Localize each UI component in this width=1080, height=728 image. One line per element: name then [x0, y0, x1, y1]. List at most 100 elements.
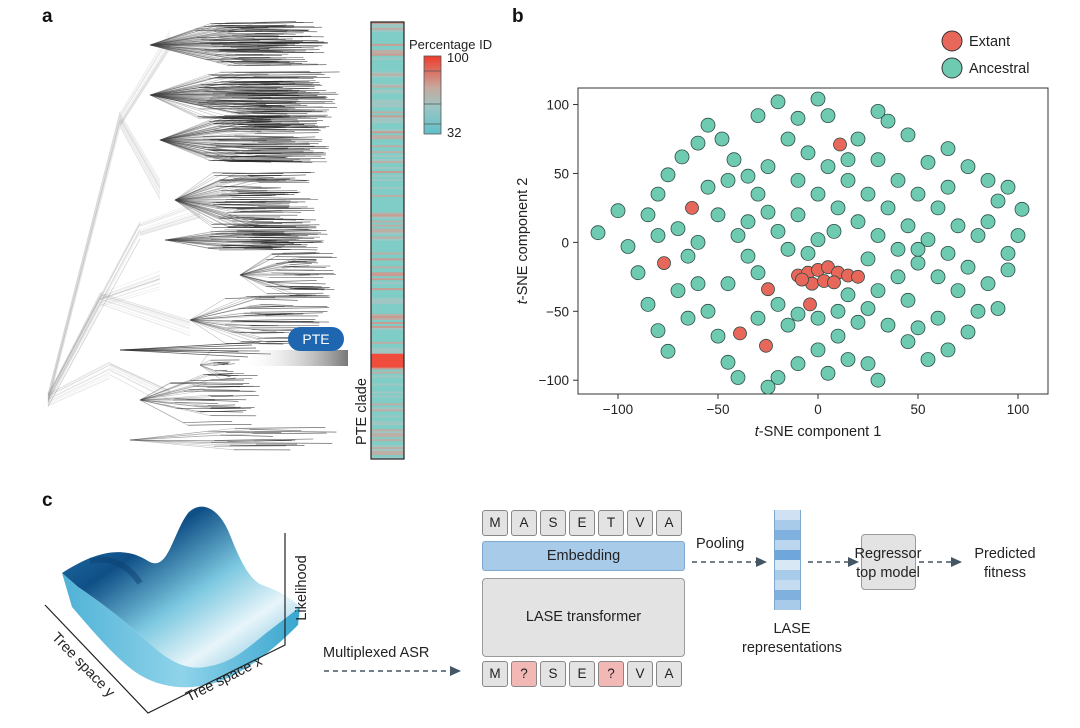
- ancestral-point: [650, 323, 666, 339]
- ancestral-point: [1010, 228, 1026, 243]
- ancestral-point: [674, 149, 690, 165]
- extant-point: [761, 282, 775, 297]
- ancestral-point: [820, 108, 836, 123]
- ancestral-point: [940, 179, 956, 195]
- amino-acid-token: E: [569, 661, 595, 687]
- ancestral-point: [870, 104, 886, 119]
- x-tick-label: −100: [603, 402, 633, 417]
- extant-point: [827, 275, 841, 290]
- ancestral-point: [750, 186, 766, 202]
- ancestral-point: [910, 255, 926, 271]
- ancestral-point: [726, 152, 742, 168]
- ancestral-point: [880, 200, 896, 216]
- amino-acid-token: V: [627, 510, 653, 536]
- regressor-block: [861, 534, 916, 590]
- legend-marker-extant: [941, 30, 963, 52]
- ancestral-point: [800, 145, 816, 161]
- legend-marker-ancestral: [941, 57, 963, 79]
- representation-cell: [774, 580, 801, 590]
- ancestral-point: [760, 159, 776, 175]
- ancestral-point: [1014, 201, 1030, 217]
- panel-label-c: c: [42, 490, 53, 511]
- arrow-pooling: [692, 557, 767, 567]
- ancestral-point: [830, 328, 846, 344]
- ancestral-point: [670, 283, 686, 299]
- phylogenetic-tree: [47, 21, 340, 451]
- ancestral-point: [850, 131, 866, 147]
- ancestral-point: [870, 283, 886, 299]
- ancestral-point: [980, 276, 996, 292]
- ancestral-point: [830, 303, 846, 319]
- representation-cell: [774, 540, 801, 550]
- likelihood-surface-figure: Likelihood Tree space x Tree space y: [44, 506, 310, 714]
- ancestral-point: [770, 370, 786, 385]
- ancestral-point: [910, 186, 926, 202]
- ancestral-point: [980, 214, 996, 230]
- y-tick-label: 100: [546, 98, 569, 113]
- ancestral-point: [820, 365, 836, 381]
- ancestral-point: [780, 241, 796, 257]
- y-tick-label: −50: [546, 304, 569, 319]
- ancestral-point: [660, 167, 676, 183]
- multiplexed-asr-label: Multiplexed ASR: [323, 645, 430, 661]
- ancestral-point: [880, 113, 896, 129]
- ancestral-point: [620, 239, 636, 254]
- representation-cell: [774, 520, 801, 530]
- colorbar: [423, 55, 442, 135]
- ancestral-point: [920, 232, 936, 248]
- y-tick-label: 0: [561, 235, 569, 250]
- amino-acid-token: M: [482, 661, 508, 687]
- ancestral-point: [790, 207, 806, 223]
- representation-cell: [774, 600, 801, 610]
- ancestral-point: [840, 287, 856, 303]
- ancestral-point: [750, 265, 766, 281]
- ancestral-point: [700, 179, 716, 195]
- ancestral-point: [850, 214, 866, 230]
- representation-cell: [774, 590, 801, 600]
- extant-point: [795, 272, 809, 287]
- ancestral-point: [940, 245, 956, 261]
- axes-frame: [44, 533, 286, 714]
- x-tick-label: 50: [910, 402, 925, 417]
- predicted-fitness-label: Predicted fitness: [974, 546, 1036, 581]
- panel-label-b: b: [512, 6, 524, 27]
- extant-point: [685, 200, 699, 215]
- ancestral-point: [810, 186, 826, 202]
- ancestral-point: [900, 334, 916, 350]
- ancestral-point: [730, 228, 746, 243]
- ancestral-point: [690, 276, 706, 292]
- ancestral-point: [790, 306, 806, 322]
- amino-acid-token: A: [656, 661, 682, 687]
- colorbar-title: Percentage ID: [409, 37, 493, 52]
- representation-cell: [774, 530, 801, 540]
- ancestral-point: [860, 356, 876, 372]
- ancestral-point: [750, 310, 766, 326]
- ancestral-point: [890, 269, 906, 285]
- ancestral-point: [930, 269, 946, 285]
- ancestral-point: [970, 303, 986, 319]
- ancestral-point: [1000, 262, 1016, 278]
- ancestral-point: [790, 110, 806, 126]
- representation-cell: [774, 560, 801, 570]
- ancestral-point: [950, 283, 966, 299]
- heatmap-frame: [370, 21, 405, 460]
- pooling-label: Pooling: [696, 536, 745, 552]
- pte-clade-label: PTE clade: [354, 378, 370, 445]
- ancestral-point: [700, 303, 716, 319]
- x-tick-label: 0: [814, 402, 822, 417]
- ancestral-point: [820, 159, 836, 175]
- ancestral-point: [740, 248, 756, 264]
- extant-point: [657, 256, 671, 271]
- ancestral-point: [810, 232, 826, 248]
- ancestral-point: [640, 296, 656, 312]
- extant-point: [759, 338, 773, 353]
- likelihood-label: Likelihood: [294, 555, 310, 620]
- ancestral-point: [810, 310, 826, 326]
- ancestral-point: [760, 204, 776, 220]
- lase-transformer-block: LASE transformer: [482, 578, 685, 657]
- ancestral-point: [650, 186, 666, 202]
- ancestral-point: [900, 127, 916, 143]
- ancestral-point: [720, 172, 736, 188]
- regressor-label: Regressor top model: [854, 546, 922, 581]
- colorbar-max-label: 100: [447, 50, 469, 65]
